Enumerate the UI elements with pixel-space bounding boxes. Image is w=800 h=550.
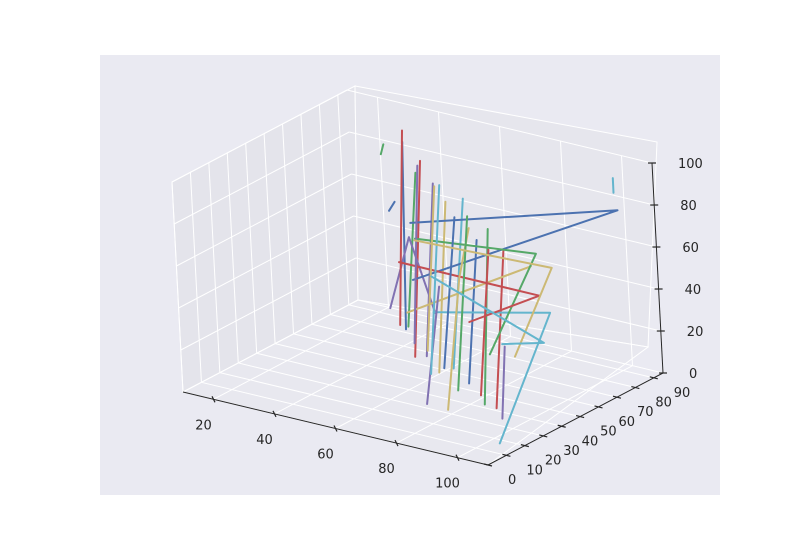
- series-line-21: [399, 129, 403, 326]
- x-tick-mark: [272, 410, 277, 418]
- grid-line-x-back: [621, 155, 633, 366]
- x-tick-mark: [333, 425, 338, 432]
- y-tick-label: 40: [582, 434, 599, 449]
- series-line-2: [407, 171, 417, 328]
- y-tick-mark: [649, 376, 658, 380]
- grid-line-y-wall: [208, 162, 221, 373]
- series-line-27: [480, 248, 490, 397]
- series-line-1: [401, 140, 407, 331]
- y-tick-label: 60: [619, 415, 636, 430]
- series-line-20: [379, 143, 385, 156]
- grid-line-y-wall: [245, 143, 258, 354]
- series-line-11: [406, 265, 532, 314]
- x-tick-label: 80: [378, 462, 395, 477]
- series-line-19: [388, 200, 396, 212]
- series-line-18: [611, 177, 615, 194]
- series-line-10: [389, 236, 437, 315]
- x-tick-mark: [211, 396, 216, 403]
- grid-line-x-back: [499, 126, 511, 337]
- y-tick-mark: [539, 434, 548, 438]
- z-tick-label: 20: [687, 325, 704, 340]
- grid-line-y-wall: [300, 114, 313, 325]
- series-line-3: [414, 159, 421, 358]
- grid-line-z-left: [173, 131, 350, 225]
- x-tick-mark: [394, 439, 399, 447]
- z-tick-label: 60: [682, 241, 699, 256]
- y-tick-mark: [575, 414, 585, 419]
- x-tick-label: 40: [256, 433, 273, 448]
- y-tick-label: 90: [674, 386, 691, 401]
- grid-line-x-floor: [213, 306, 389, 400]
- grid-line-z-left: [182, 299, 359, 393]
- grid-line-z-back: [349, 131, 655, 206]
- y-tick-mark: [594, 405, 603, 409]
- grid-line-y-floor: [201, 381, 507, 456]
- grid-line-z-back: [346, 89, 653, 164]
- grid-line-y-floor: [219, 372, 525, 447]
- z-tick-label: 100: [678, 157, 703, 172]
- z-tick-label: 0: [689, 367, 697, 382]
- y-tick-label: 50: [600, 425, 617, 440]
- y-tick-mark: [502, 453, 511, 457]
- grid-line-y-floor: [293, 333, 599, 408]
- grid-line-z-back: [355, 257, 661, 332]
- grid-line-y-wall: [171, 181, 184, 393]
- grid-line-z-left: [171, 89, 348, 183]
- grid-line-x-floor: [457, 365, 633, 459]
- series-line-29: [413, 239, 553, 358]
- y-tick-mark: [557, 424, 566, 428]
- series-line-22: [413, 164, 419, 345]
- y-tick-label: 20: [545, 454, 562, 469]
- grid-line-y-wall: [263, 133, 276, 344]
- grid-line-x-floor: [274, 321, 450, 415]
- y-tick-mark: [483, 463, 493, 467]
- axes: [182, 162, 667, 467]
- series-line-12: [432, 311, 552, 445]
- z-tick-label: 40: [685, 283, 702, 298]
- y-tick-mark: [612, 395, 622, 399]
- y-tick-label: 30: [563, 444, 580, 459]
- series-line-5: [438, 200, 447, 374]
- grid-line-y-floor: [238, 362, 544, 437]
- y-tick-label: 70: [637, 405, 654, 420]
- data-series: [379, 129, 619, 445]
- grid-line-y-wall: [318, 104, 331, 315]
- x-tick-mark: [455, 454, 460, 461]
- grid-line-y-floor: [274, 343, 581, 418]
- series-line-23: [426, 185, 436, 352]
- y-tick-mark: [520, 444, 529, 448]
- z-tick-label: 80: [680, 199, 697, 214]
- y-tick-label: 10: [526, 463, 543, 478]
- y-tick-label: 0: [508, 473, 516, 488]
- grid-line-y-wall: [189, 172, 202, 383]
- series-line-30: [430, 275, 545, 346]
- series-line-28: [501, 345, 506, 420]
- grid-line-x-back: [377, 97, 389, 308]
- series-line-26: [457, 215, 469, 392]
- x-tick-label: 100: [435, 477, 460, 492]
- grid-line-y-wall: [282, 123, 295, 334]
- grid-line-y-floor: [311, 323, 618, 398]
- x-tick-label: 20: [195, 418, 212, 433]
- grid-line-x-floor: [335, 336, 511, 429]
- grid-line-y-wall: [226, 152, 239, 363]
- y-tick-mark: [631, 385, 640, 390]
- grid-line-z-left: [180, 257, 357, 351]
- y-tick-label: 80: [655, 396, 672, 411]
- x-tick-label: 60: [317, 448, 334, 463]
- y-axis-line: [487, 372, 664, 466]
- z-axis-line: [651, 162, 664, 374]
- series-line-25: [443, 216, 456, 370]
- series-line-13: [409, 209, 619, 281]
- grid-line-x-back: [560, 141, 572, 352]
- grid-line-z-left: [176, 173, 352, 267]
- grid-line-z-left: [178, 215, 354, 309]
- grid-line-y-wall: [337, 94, 350, 305]
